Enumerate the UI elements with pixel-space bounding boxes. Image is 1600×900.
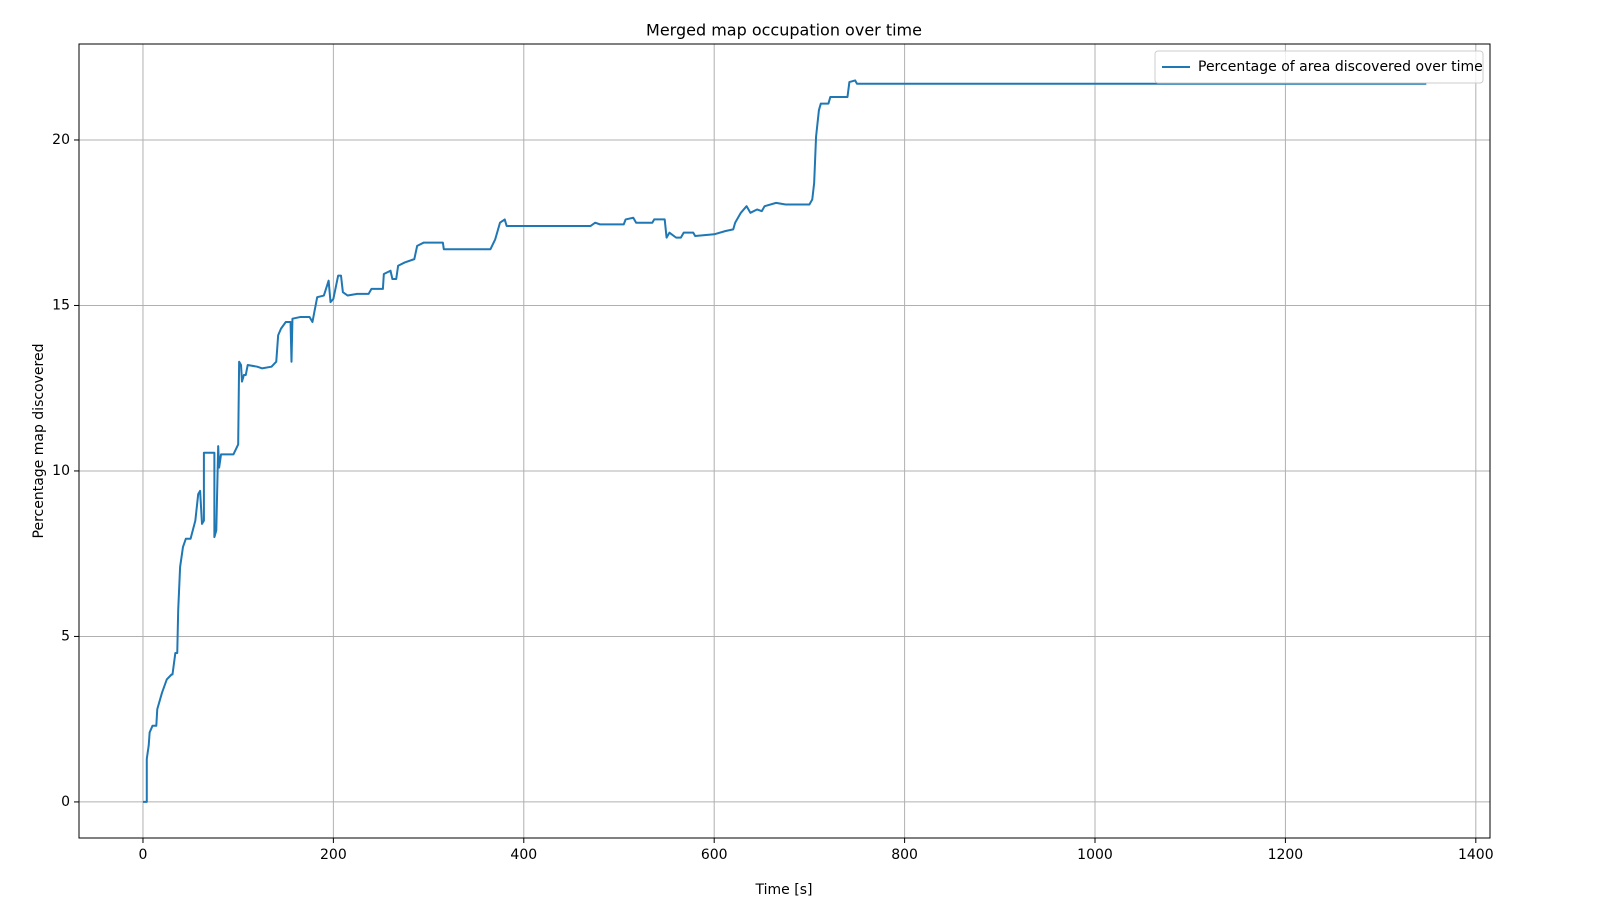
grid	[79, 44, 1490, 838]
legend-label: Percentage of area discovered over time	[1198, 59, 1483, 75]
chart-title: Merged map occupation over time	[646, 21, 922, 40]
y-tick-label: 0	[61, 794, 70, 810]
legend-box	[1154, 50, 1484, 84]
x-tick-label: 1200	[1268, 847, 1304, 863]
y-tick-label: 10	[52, 463, 70, 479]
x-axis-label: Time [s]	[755, 882, 813, 898]
plot	[142, 79, 1427, 803]
x-tick-label: 1400	[1458, 847, 1494, 863]
y-axis-label: Percentage map discovered	[31, 344, 47, 539]
x-tick-label: 0	[139, 847, 148, 863]
x-tick-label: 800	[891, 847, 918, 863]
data-line	[142, 79, 1427, 803]
y-tick-label: 5	[61, 628, 70, 644]
x-tick-label: 400	[510, 847, 537, 863]
x-tick-label: 200	[320, 847, 347, 863]
y-tick-label: 20	[52, 132, 70, 148]
legend: Percentage of area discovered over time	[1154, 50, 1484, 84]
x-tick-label: 1000	[1077, 847, 1113, 863]
axes-frame	[78, 43, 1491, 839]
y-tick-label: 15	[52, 297, 70, 313]
x-tick-label: 600	[701, 847, 728, 863]
